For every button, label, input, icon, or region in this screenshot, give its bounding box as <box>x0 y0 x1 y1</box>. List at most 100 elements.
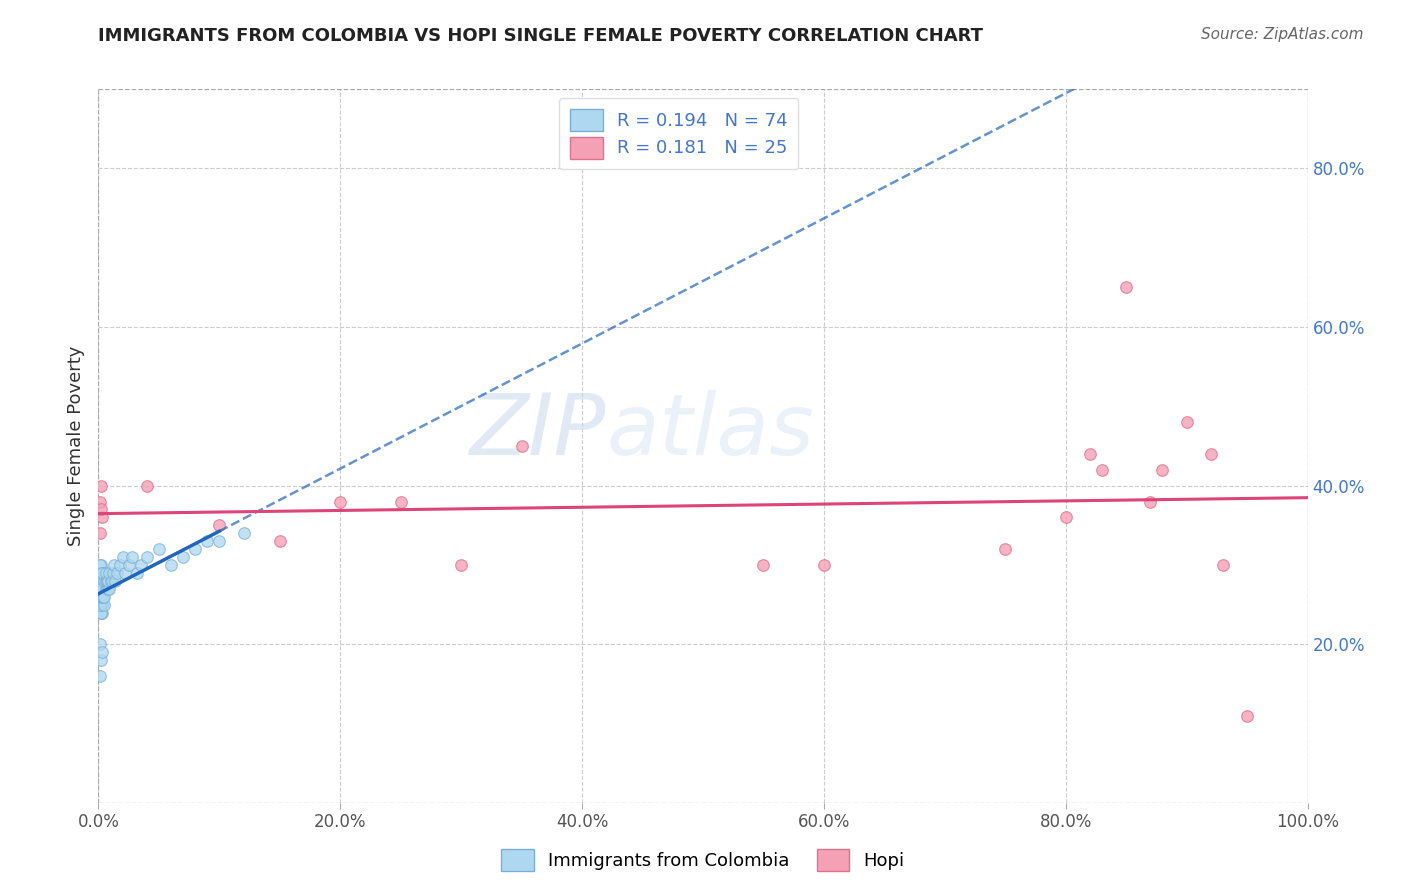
Point <box>1078 447 1101 461</box>
Point <box>98 566 121 580</box>
Point <box>103 558 125 572</box>
Point <box>208 518 231 533</box>
Point <box>135 549 157 564</box>
Point <box>813 558 835 572</box>
Point <box>97 582 120 596</box>
Point <box>1054 510 1077 524</box>
Point <box>91 566 114 580</box>
Point <box>160 558 183 572</box>
Point <box>127 566 149 580</box>
Point <box>93 598 115 612</box>
Point <box>90 574 112 588</box>
Point <box>91 590 114 604</box>
Point <box>90 574 112 588</box>
Point <box>118 558 141 572</box>
Point <box>135 478 157 492</box>
Point <box>1175 415 1198 429</box>
Point <box>129 558 152 572</box>
Legend: Immigrants from Colombia, Hopi: Immigrants from Colombia, Hopi <box>494 842 912 879</box>
Point <box>90 606 112 620</box>
Text: Source: ZipAtlas.com: Source: ZipAtlas.com <box>1201 27 1364 42</box>
Point <box>208 534 231 549</box>
Point <box>114 566 136 580</box>
Point <box>89 669 111 683</box>
Point <box>100 574 122 588</box>
Point <box>89 590 111 604</box>
Point <box>1091 463 1114 477</box>
Point <box>91 582 114 596</box>
Point <box>94 566 117 580</box>
Point <box>96 574 118 588</box>
Point <box>172 549 194 564</box>
Point <box>91 590 114 604</box>
Point <box>89 558 111 572</box>
Point <box>148 542 170 557</box>
Point <box>89 566 111 580</box>
Legend: R = 0.194   N = 74, R = 0.181   N = 25: R = 0.194 N = 74, R = 0.181 N = 25 <box>560 98 799 169</box>
Point <box>94 582 117 596</box>
Point <box>232 526 254 541</box>
Point <box>90 502 112 516</box>
Point <box>93 582 115 596</box>
Point <box>90 478 112 492</box>
Point <box>89 582 111 596</box>
Point <box>91 598 114 612</box>
Point <box>450 558 472 572</box>
Point <box>1152 463 1174 477</box>
Point <box>1236 708 1258 723</box>
Point <box>90 598 112 612</box>
Point <box>91 582 114 596</box>
Point <box>111 549 134 564</box>
Point <box>93 590 115 604</box>
Text: atlas: atlas <box>606 390 814 474</box>
Point <box>90 566 112 580</box>
Point <box>89 598 111 612</box>
Point <box>91 645 114 659</box>
Point <box>89 582 111 596</box>
Point <box>94 574 117 588</box>
Text: IMMIGRANTS FROM COLOMBIA VS HOPI SINGLE FEMALE POVERTY CORRELATION CHART: IMMIGRANTS FROM COLOMBIA VS HOPI SINGLE … <box>98 27 983 45</box>
Point <box>89 574 111 588</box>
Point <box>108 558 131 572</box>
Point <box>195 534 218 549</box>
Point <box>510 439 533 453</box>
Point <box>91 606 114 620</box>
Point <box>91 510 114 524</box>
Point <box>89 526 111 541</box>
Point <box>269 534 291 549</box>
Point <box>91 590 114 604</box>
Y-axis label: Single Female Poverty: Single Female Poverty <box>66 346 84 546</box>
Point <box>89 637 111 651</box>
Point <box>93 574 115 588</box>
Point <box>752 558 775 572</box>
Point <box>90 606 112 620</box>
Point <box>1139 494 1161 508</box>
Point <box>91 590 114 604</box>
Point <box>100 574 122 588</box>
Point <box>90 558 112 572</box>
Point <box>329 494 352 508</box>
Point <box>91 590 114 604</box>
Point <box>91 566 114 580</box>
Point <box>89 590 111 604</box>
Point <box>89 494 111 508</box>
Point <box>91 590 114 604</box>
Point <box>101 566 124 580</box>
Point <box>389 494 412 508</box>
Point <box>104 574 127 588</box>
Point <box>1115 280 1137 294</box>
Point <box>184 542 207 557</box>
Point <box>98 582 121 596</box>
Point <box>90 574 112 588</box>
Point <box>89 598 111 612</box>
Point <box>90 653 112 667</box>
Point <box>91 582 114 596</box>
Point <box>1199 447 1222 461</box>
Point <box>121 549 143 564</box>
Point <box>96 582 118 596</box>
Point <box>91 574 114 588</box>
Point <box>91 574 114 588</box>
Point <box>994 542 1017 557</box>
Point <box>1212 558 1234 572</box>
Text: ZIP: ZIP <box>470 390 606 474</box>
